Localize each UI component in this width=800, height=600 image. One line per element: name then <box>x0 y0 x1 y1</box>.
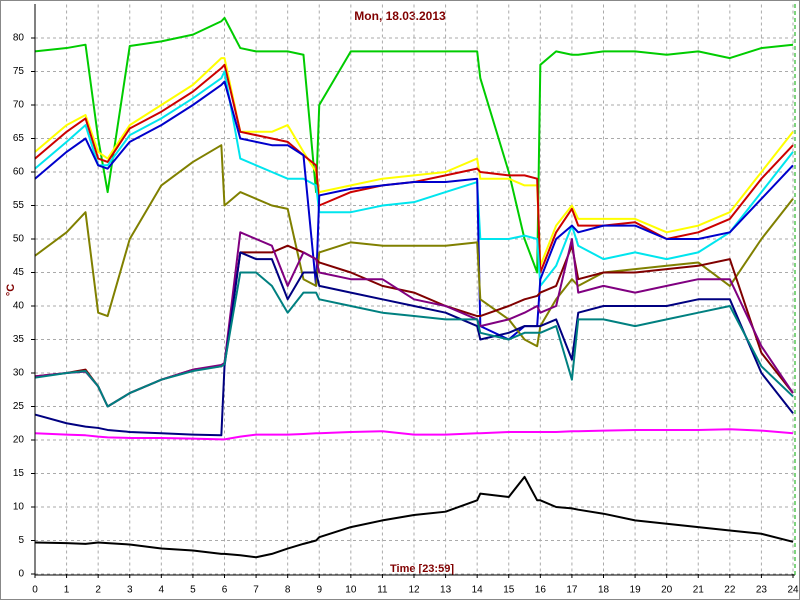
y-tick-label: 55 <box>13 200 25 211</box>
y-tick-label: 70 <box>13 100 25 111</box>
x-tick-label: 3 <box>127 585 133 596</box>
x-tick-label: 17 <box>566 585 578 596</box>
x-tick-label: 0 <box>32 585 38 596</box>
series-line <box>34 80 794 341</box>
x-tick-label: 1 <box>64 585 70 596</box>
x-tick-label: 21 <box>693 585 705 596</box>
x-tick-label: 7 <box>253 585 259 596</box>
chart-title: Mon, 18.03.2013 <box>354 9 446 23</box>
x-tick-label: 6 <box>222 585 228 596</box>
y-tick-label: 15 <box>13 468 25 479</box>
x-tick-label: 15 <box>503 585 515 596</box>
y-tick-label: 65 <box>13 133 25 144</box>
y-tick-label: 60 <box>13 167 25 178</box>
series-line <box>34 251 794 437</box>
x-tick-label: 20 <box>661 585 673 596</box>
y-axis-label: °C <box>5 284 17 296</box>
x-tick-label: 23 <box>756 585 768 596</box>
x-tick-label: 2 <box>95 585 101 596</box>
x-tick-label: 22 <box>724 585 736 596</box>
y-tick-label: 40 <box>13 301 25 312</box>
y-tick-label: 5 <box>18 535 24 546</box>
y-tick-label: 25 <box>13 401 25 412</box>
series-line <box>34 475 794 559</box>
y-tick-label: 75 <box>13 66 25 77</box>
x-tick-label: 5 <box>190 585 196 596</box>
series-line <box>34 271 794 408</box>
series-line <box>34 16 794 274</box>
x-tick-label: 12 <box>408 585 420 596</box>
y-tick-label: 20 <box>13 435 25 446</box>
lines <box>34 16 794 559</box>
x-tick-label: 13 <box>440 585 452 596</box>
x-tick-label: 8 <box>285 585 291 596</box>
x-tick-label: 19 <box>630 585 642 596</box>
x-tick-label: 18 <box>598 585 610 596</box>
y-tick-label: 50 <box>13 234 25 245</box>
y-tick-label: 0 <box>18 569 24 580</box>
y-tick-label: 45 <box>13 267 25 278</box>
grid <box>31 4 794 578</box>
x-tick-label: 4 <box>159 585 165 596</box>
x-tick-label: 14 <box>472 585 484 596</box>
x-tick-label: 11 <box>377 585 388 596</box>
x-tick-label: 10 <box>345 585 357 596</box>
x-tick-label: 9 <box>316 585 322 596</box>
x-tick-label: 24 <box>787 585 799 596</box>
series-line <box>34 70 794 287</box>
y-tick-label: 10 <box>13 502 25 513</box>
series-line <box>34 57 794 267</box>
series-line <box>34 428 794 441</box>
y-tick-label: 35 <box>13 334 25 345</box>
x-axis-label: Time [23:59] <box>390 563 454 575</box>
y-tick-label: 30 <box>13 368 25 379</box>
y-tick-label: 80 <box>13 33 25 44</box>
x-tick-label: 16 <box>535 585 547 596</box>
